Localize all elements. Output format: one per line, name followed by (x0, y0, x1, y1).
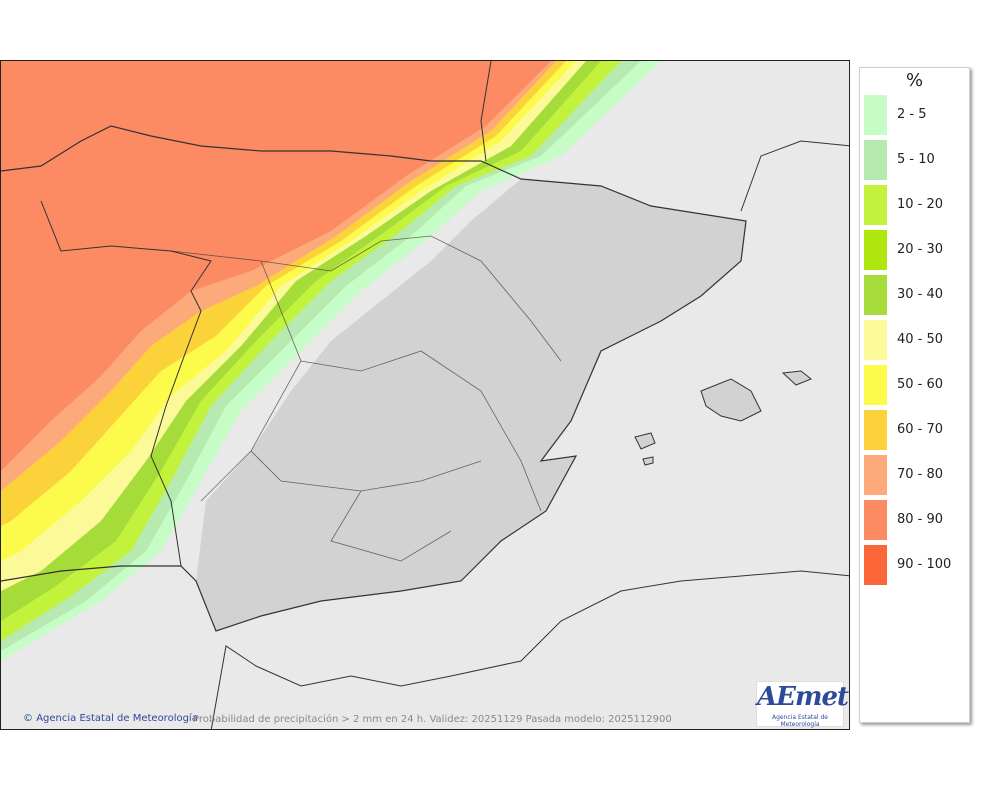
portugal-border (40, 200, 212, 567)
legend-swatch (864, 500, 887, 540)
legend-swatch (864, 365, 887, 405)
legend-swatch (864, 275, 887, 315)
legend-label: 40 - 50 (897, 332, 944, 347)
legend-row: 60 - 70 (864, 410, 968, 450)
legend-label: 20 - 30 (897, 242, 944, 257)
legend-swatch (864, 140, 887, 180)
legend-swatch (864, 545, 887, 585)
map-caption: Probabilidad de precipitación > 2 mm en … (193, 714, 672, 725)
logo-subtitle: Agencia Estatal de Meteorología (771, 714, 828, 728)
africa-coast (210, 570, 849, 729)
legend-panel: % 2 - 5 5 - 10 10 - 20 20 - 30 30 - 40 4… (859, 67, 970, 723)
legend-row: 5 - 10 (864, 140, 968, 180)
france-coast (480, 61, 492, 162)
legend-label: 5 - 10 (897, 152, 935, 167)
legend-unit: % (905, 70, 924, 91)
aemet-logo: AEmet Agencia Estatal de Meteorología (756, 681, 849, 728)
copyright-credit: © Agencia Estatal de Meteorología (23, 713, 198, 724)
legend-label: 50 - 60 (897, 377, 944, 392)
legend-swatch (864, 455, 887, 495)
legend-row: 20 - 30 (864, 230, 968, 270)
logo-word: AEmet (757, 682, 849, 712)
legend-label: 10 - 20 (897, 197, 944, 212)
legend-label: 2 - 5 (897, 107, 927, 122)
region-borders (170, 235, 562, 562)
legend-label: 70 - 80 (897, 467, 944, 482)
legend-swatch (864, 230, 887, 270)
mallorca (700, 378, 762, 422)
menorca (781, 370, 812, 386)
map-frame: © Agencia Estatal de Meteorología Probab… (0, 60, 850, 730)
ibiza (634, 432, 656, 450)
legend-row: 2 - 5 (864, 95, 968, 135)
legend-row: 70 - 80 (864, 455, 968, 495)
legend-swatch (864, 185, 887, 225)
legend-swatch (864, 410, 887, 450)
dry-land-peninsula (196, 179, 746, 631)
legend-row: 40 - 50 (864, 320, 968, 360)
copyright-icon: © (23, 713, 33, 724)
legend-row: 10 - 20 (864, 185, 968, 225)
legend-label: 60 - 70 (897, 422, 944, 437)
credit-text: Agencia Estatal de Meteorología (36, 713, 198, 724)
legend-row: 90 - 100 (864, 545, 968, 585)
france-east-coast (740, 140, 849, 212)
legend-label: 80 - 90 (897, 512, 944, 527)
coastline-peninsula (1, 125, 747, 632)
precipitation-probability-map (1, 61, 849, 729)
formentera (642, 456, 654, 466)
legend-label: 90 - 100 (897, 557, 952, 572)
legend-row: 80 - 90 (864, 500, 968, 540)
legend-swatch (864, 320, 887, 360)
legend-label: 30 - 40 (897, 287, 944, 302)
legend-row: 30 - 40 (864, 275, 968, 315)
legend-row: 50 - 60 (864, 365, 968, 405)
legend-swatch (864, 95, 887, 135)
band-90 (1, 61, 551, 471)
